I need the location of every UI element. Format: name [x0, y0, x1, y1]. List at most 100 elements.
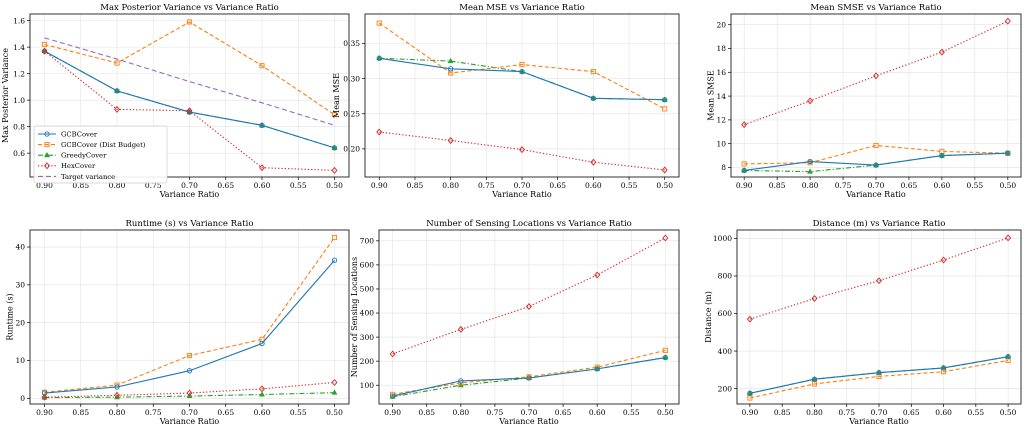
data-point-gcb: [186, 368, 193, 374]
x-axis-label: Variance Ratio: [159, 417, 220, 426]
data-point-hex: [811, 295, 818, 303]
data-point-dist: [390, 391, 396, 397]
data-point-gcb: [447, 66, 454, 72]
x-tick-label: 0.50: [657, 408, 674, 417]
x-axis-label: Variance Ratio: [848, 417, 909, 426]
x-tick-label: 0.80: [452, 408, 469, 417]
y-tick-label: 0.35: [343, 39, 360, 48]
data-point-hex: [873, 72, 879, 80]
y-tick-label: 400: [718, 347, 733, 356]
chart-panel: 0.90 0.85 0.80 0.75 0.70 0.65 0.60 0.55 0.50 200 4…: [704, 218, 1022, 426]
x-tick-label: 0.65: [555, 408, 572, 417]
y-tick-label: 1.2: [13, 69, 25, 78]
x-tick-label: 0.55: [621, 181, 638, 190]
data-point-hex: [876, 277, 882, 285]
data-point-gcb: [873, 162, 879, 168]
x-tick-label: 0.70: [521, 408, 538, 417]
y-tick-label: 300: [360, 333, 375, 342]
data-point-greedy: [331, 389, 338, 395]
legend-entry-label: Target variance: [61, 173, 115, 181]
data-point-hex: [259, 164, 265, 172]
data-point-hex: [447, 136, 454, 144]
x-tick-label: 0.75: [145, 408, 162, 417]
legend-marker-hex: [44, 162, 50, 170]
chart-title: Distance (m) vs Variance Ratio: [813, 218, 946, 229]
legend: GCBCover GCBCover (Dist Budget) GreedyCove…: [33, 125, 168, 184]
x-tick-label: 0.80: [109, 408, 126, 417]
data-point-hex: [746, 315, 753, 323]
data-point-gcb: [1005, 150, 1011, 156]
data-point-gcb: [259, 122, 265, 128]
data-point-dist: [519, 62, 525, 68]
x-tick-label: 0.75: [835, 181, 852, 190]
data-point-dist: [876, 373, 882, 379]
y-tick-label: 200: [360, 357, 375, 366]
x-tick-label: 0.75: [838, 408, 855, 417]
x-tick-label: 0.70: [868, 181, 885, 190]
series-line-gcb: [44, 259, 335, 394]
y-tick-label: 12: [716, 116, 726, 125]
data-point-hex: [114, 391, 120, 399]
x-tick-label: 0.80: [109, 181, 126, 190]
series-line-hex: [743, 20, 1009, 126]
data-point-gcb: [519, 68, 525, 75]
data-point-gcb: [458, 378, 464, 384]
x-tick-label: 0.60: [254, 408, 271, 417]
chart-panel: 0.90 0.85 0.80 0.75 0.70 0.65 0.60 0.55 0.50 100 2…: [350, 219, 680, 426]
y-tick-label: 18: [716, 44, 726, 53]
y-tick-label: 600: [718, 309, 733, 318]
y-tick-label: 100: [360, 381, 375, 390]
data-point-gcb: [939, 152, 945, 159]
data-point-hex: [661, 166, 668, 174]
data-point-gcb: [1005, 354, 1011, 360]
x-tick-label: 0.70: [181, 408, 198, 417]
series-line-dist: [378, 22, 665, 110]
y-tick-label: 700: [360, 237, 375, 246]
legend-marker-gcb: [44, 131, 50, 137]
data-point-dist: [186, 353, 193, 359]
y-axis-label: Mean SMSE: [706, 70, 715, 121]
y-tick-label: 1.6: [13, 16, 25, 25]
y-tick-label: 800: [718, 272, 733, 281]
x-tick-label: 0.60: [935, 408, 952, 417]
series-line-gcb: [379, 57, 665, 101]
y-axis-label: Mean MSE: [332, 73, 341, 118]
y-tick-label: 20: [716, 20, 726, 29]
x-tick-label: 0.70: [871, 408, 888, 417]
y-tick-label: 14: [716, 92, 726, 101]
data-point-dist: [331, 112, 338, 118]
data-point-greedy: [807, 168, 814, 174]
x-tick-label: 0.85: [418, 408, 435, 417]
x-tick-label: 0.85: [407, 181, 424, 190]
x-axis-label: Variance Ratio: [491, 190, 552, 199]
chart-panel: 0.90 0.85 0.80 0.75 0.70 0.65 0.60 0.55 0.50 0.6 0…: [1, 3, 350, 199]
x-tick-label: 0.75: [145, 181, 162, 190]
chart-title: Mean MSE vs Variance Ratio: [459, 3, 584, 13]
data-point-hex: [1005, 234, 1012, 242]
x-tick-label: 0.60: [585, 181, 602, 190]
y-axis-label: Max Posterior Variance: [1, 48, 10, 143]
series-line-target: [44, 37, 335, 126]
legend-marker-greedy: [44, 151, 50, 158]
chart-title: Max Posterior Variance vs Variance Ratio: [100, 3, 279, 13]
data-point-gcb: [741, 167, 747, 174]
x-tick-label: 0.50: [326, 408, 343, 417]
data-point-greedy: [447, 57, 454, 64]
x-axis-label: Variance Ratio: [498, 417, 559, 426]
data-point-hex: [519, 146, 525, 154]
data-point-hex: [389, 350, 396, 358]
data-point-dist: [662, 347, 668, 353]
y-tick-label: 8: [721, 163, 726, 172]
chart-title: Number of Sensing Locations vs Variance …: [426, 219, 632, 229]
y-tick-label: 0.8: [13, 122, 25, 131]
x-tick-label: 0.80: [806, 408, 823, 417]
legend-entry-label: GCBCover: [61, 130, 98, 138]
legend-entry-label: HexCover: [61, 162, 96, 170]
x-tick-label: 0.50: [999, 181, 1016, 190]
x-tick-label: 0.80: [442, 181, 459, 190]
x-tick-label: 0.50: [326, 181, 343, 190]
data-point-hex: [938, 48, 945, 56]
series-line-greedy: [744, 152, 1008, 173]
data-point-hex: [331, 166, 338, 174]
data-point-hex: [41, 393, 48, 401]
